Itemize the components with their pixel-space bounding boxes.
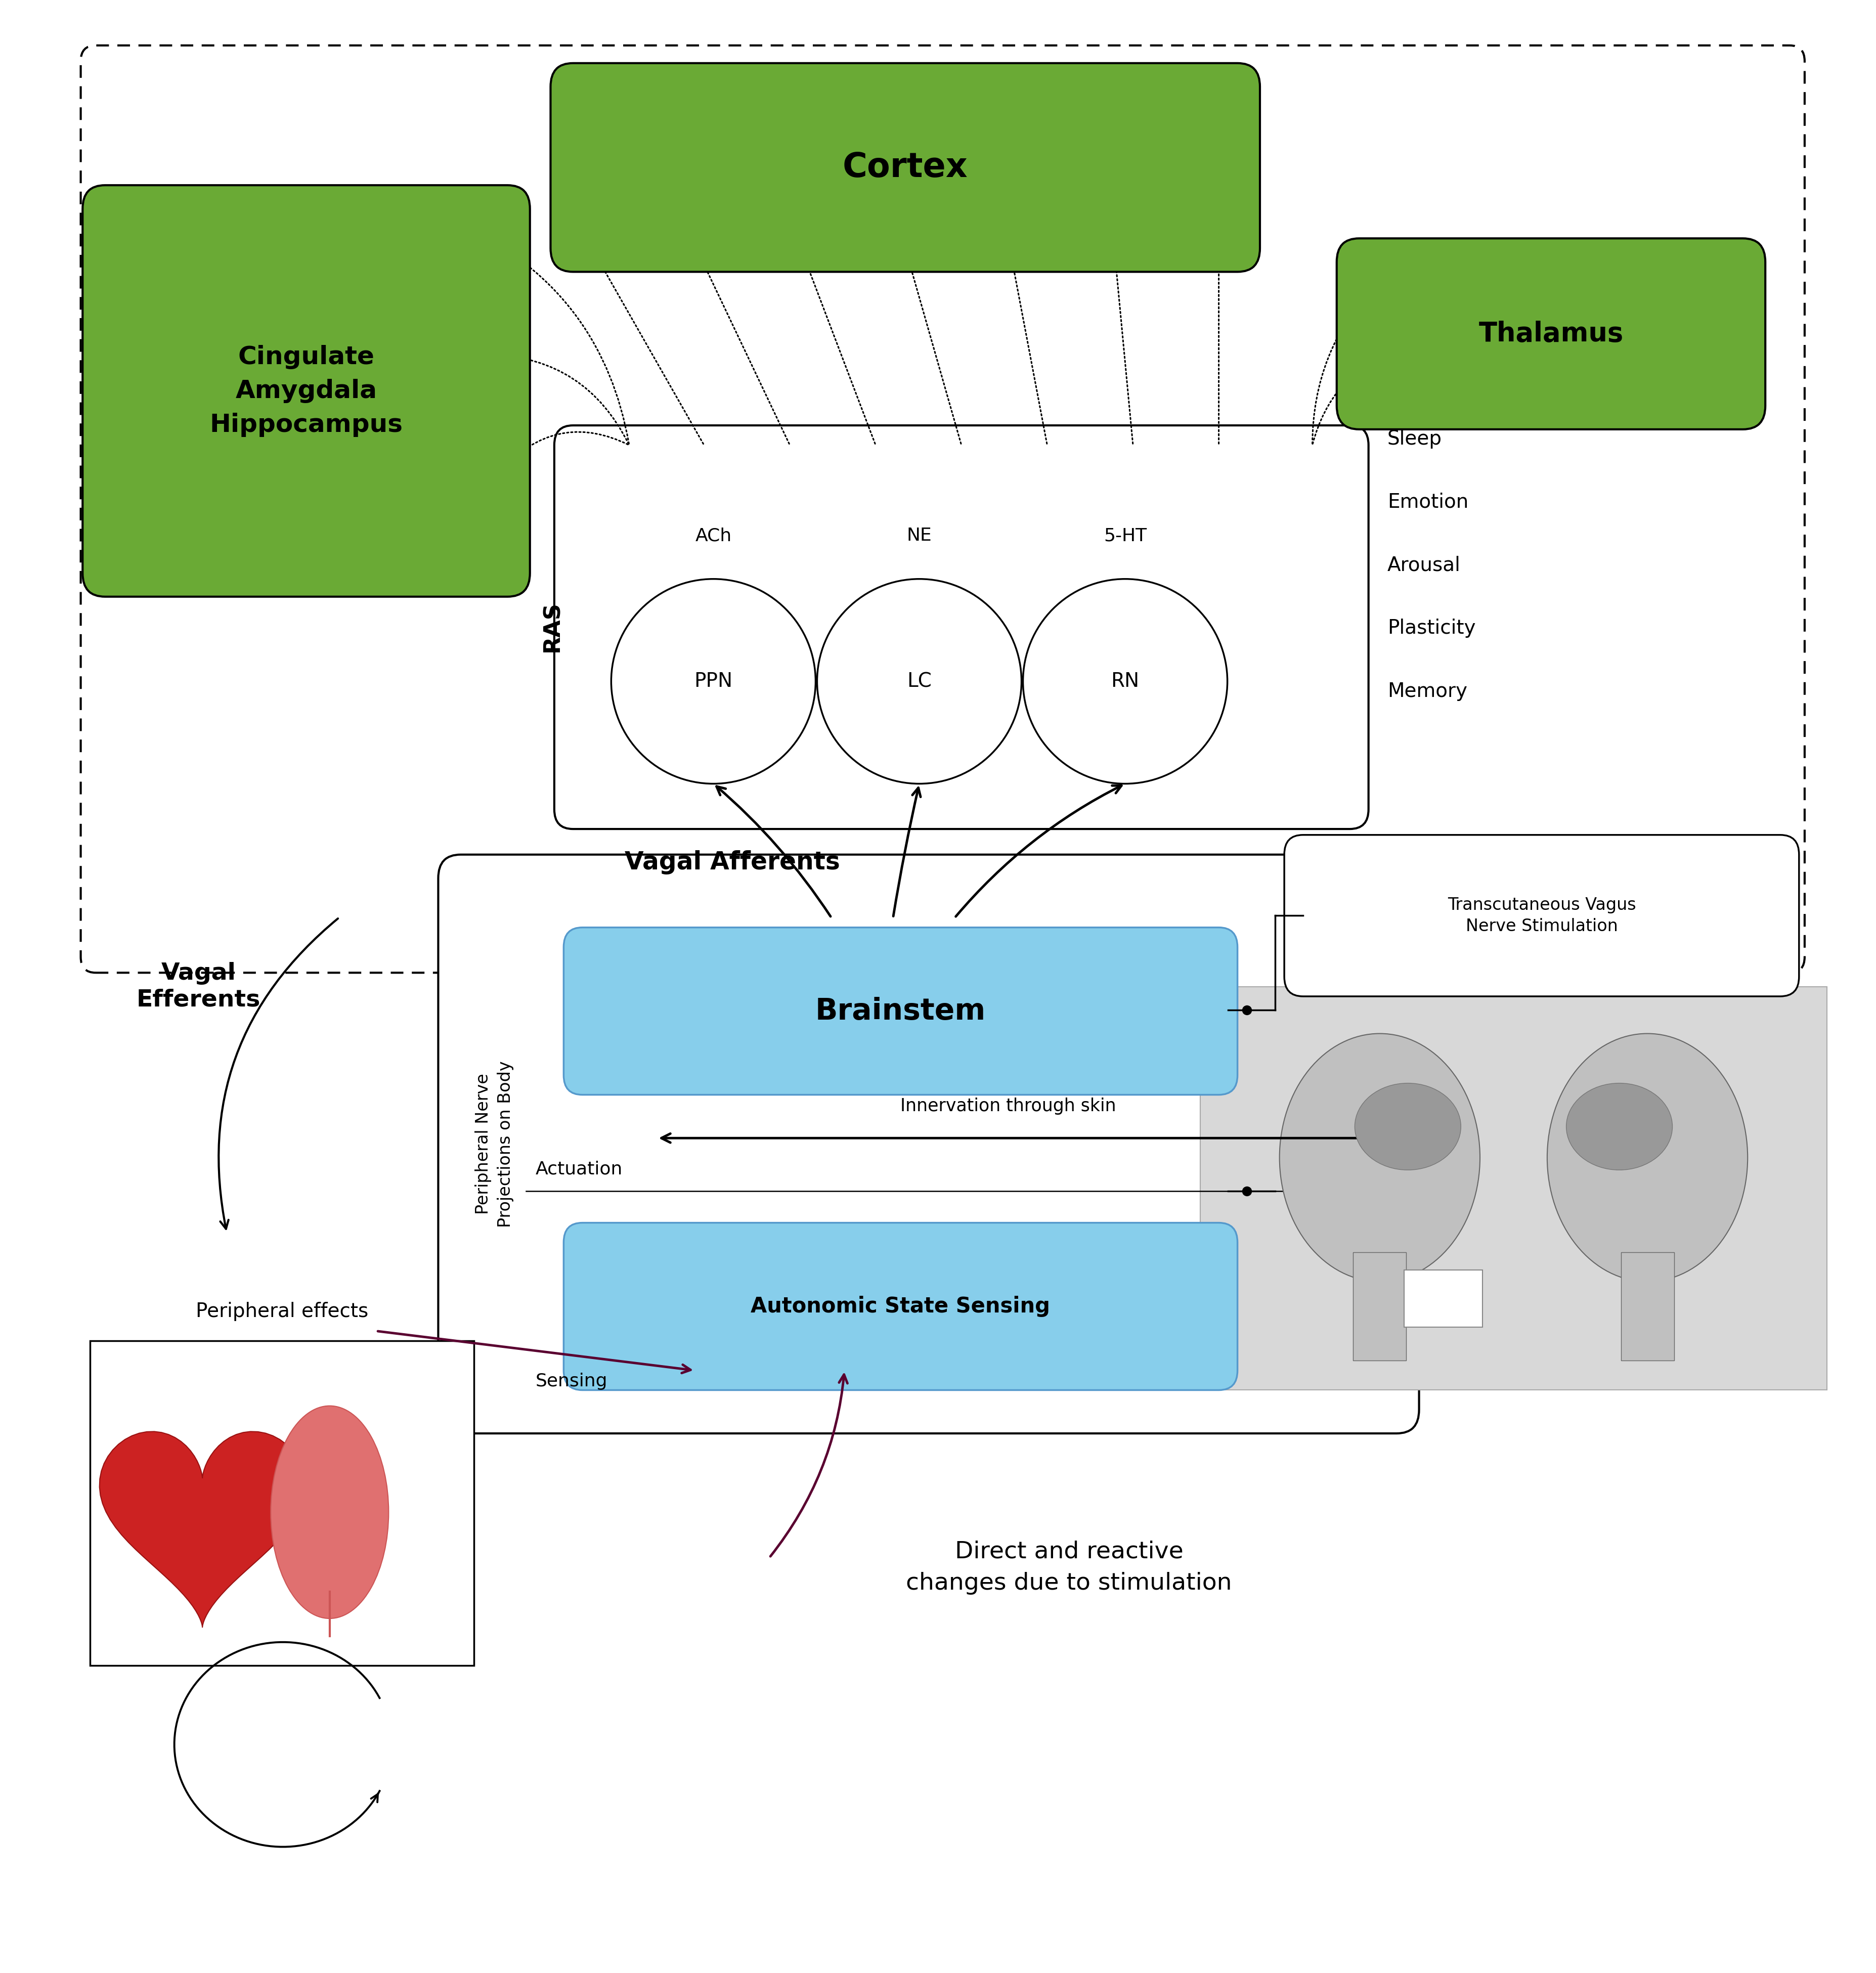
Ellipse shape: [1354, 1083, 1461, 1170]
Text: ACh: ACh: [696, 527, 732, 545]
Ellipse shape: [270, 1407, 388, 1618]
Text: Peripheral Nerve
Projections on Body: Peripheral Nerve Projections on Body: [475, 1061, 514, 1227]
Text: RN: RN: [1111, 671, 1139, 691]
Ellipse shape: [612, 578, 816, 783]
Text: Innervation through skin: Innervation through skin: [900, 1097, 1116, 1115]
Text: Vagal
Efferents: Vagal Efferents: [137, 963, 261, 1010]
FancyBboxPatch shape: [83, 185, 529, 596]
Ellipse shape: [1566, 1083, 1672, 1170]
Bar: [1621, 1253, 1673, 1359]
Text: Thalamus: Thalamus: [1478, 322, 1623, 347]
FancyBboxPatch shape: [439, 854, 1418, 1434]
Text: Autonomic State Sensing: Autonomic State Sensing: [750, 1296, 1051, 1318]
Text: Emotion: Emotion: [1386, 493, 1469, 511]
Polygon shape: [99, 1432, 306, 1628]
Text: Brainstem: Brainstem: [816, 996, 987, 1026]
FancyBboxPatch shape: [1285, 835, 1799, 996]
Text: Cingulate
Amygdala
Hippocampus: Cingulate Amygdala Hippocampus: [210, 345, 403, 436]
FancyBboxPatch shape: [90, 1342, 475, 1665]
FancyBboxPatch shape: [553, 426, 1368, 829]
Ellipse shape: [818, 578, 1021, 783]
FancyBboxPatch shape: [1403, 1271, 1482, 1328]
Ellipse shape: [1022, 578, 1227, 783]
Text: NE: NE: [906, 527, 932, 545]
FancyBboxPatch shape: [563, 1223, 1238, 1391]
Text: Peripheral effects: Peripheral effects: [195, 1302, 368, 1322]
Text: Cortex: Cortex: [842, 150, 968, 183]
FancyBboxPatch shape: [550, 63, 1261, 272]
Ellipse shape: [1279, 1034, 1480, 1282]
Text: Actuation: Actuation: [535, 1160, 623, 1178]
Text: Plasticity: Plasticity: [1386, 620, 1476, 637]
Text: RAS: RAS: [542, 600, 563, 651]
Text: Sensing: Sensing: [535, 1373, 608, 1391]
Text: 5-HT: 5-HT: [1103, 527, 1146, 545]
Bar: [1353, 1253, 1407, 1359]
Ellipse shape: [1548, 1034, 1748, 1282]
FancyBboxPatch shape: [1338, 239, 1765, 430]
Text: Direct and reactive
changes due to stimulation: Direct and reactive changes due to stimu…: [906, 1541, 1233, 1594]
Text: Memory: Memory: [1386, 681, 1467, 700]
FancyBboxPatch shape: [81, 45, 1805, 973]
Text: LC: LC: [906, 671, 932, 691]
Text: Vagal Afferents: Vagal Afferents: [625, 850, 840, 874]
Text: Arousal: Arousal: [1386, 556, 1461, 574]
FancyBboxPatch shape: [1201, 987, 1827, 1391]
Text: Transcutaneous Vagus
Nerve Stimulation: Transcutaneous Vagus Nerve Stimulation: [1448, 896, 1636, 935]
Text: PPN: PPN: [694, 671, 734, 691]
FancyBboxPatch shape: [563, 927, 1238, 1095]
Text: Sleep: Sleep: [1386, 430, 1443, 448]
